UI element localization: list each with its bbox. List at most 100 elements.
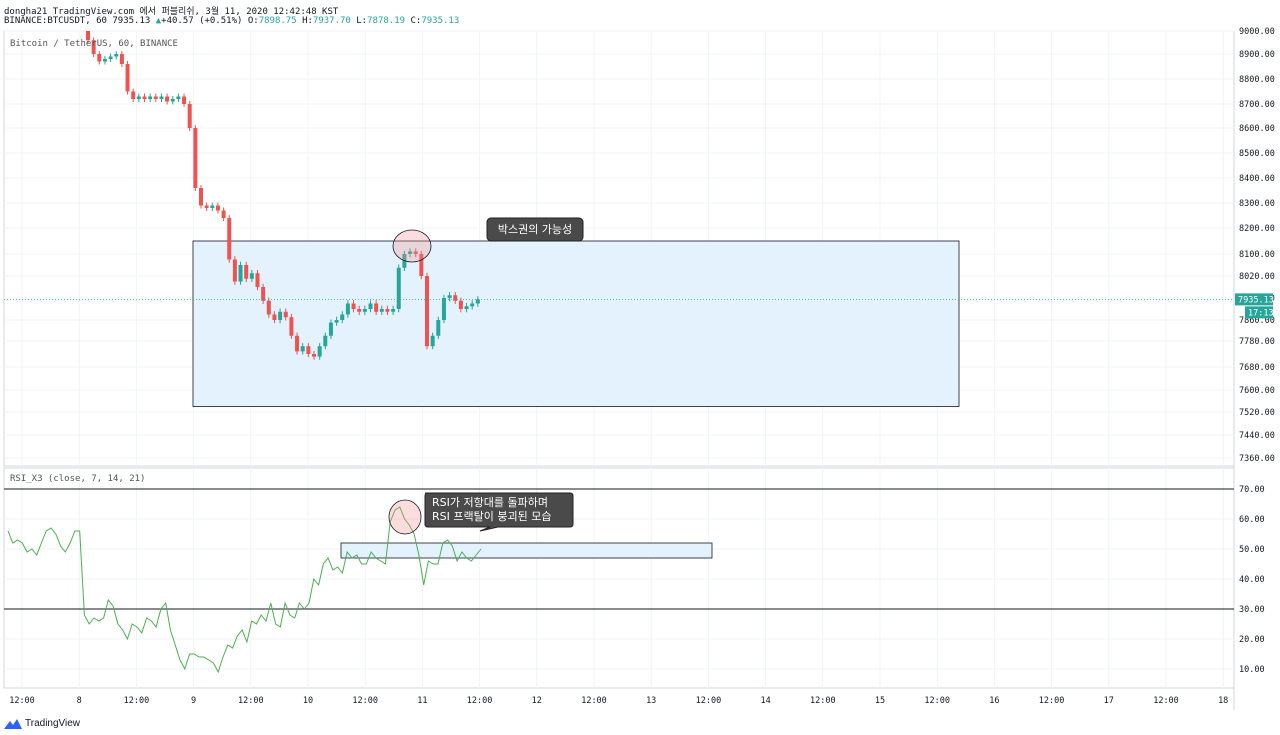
candle-body: [323, 335, 328, 347]
rsi-box-annotation[interactable]: [340, 542, 713, 559]
high-value: 7937.70: [312, 16, 351, 26]
tradingview-logo[interactable]: TradingView: [4, 718, 80, 729]
candle-body: [108, 56, 113, 59]
time-tick-label: 12:00: [924, 696, 950, 706]
time-tick-label: 12:00: [352, 696, 378, 706]
time-tick-label: 12:00: [1039, 696, 1065, 706]
candle-body: [334, 320, 339, 323]
candle-body: [148, 96, 153, 99]
time-tick-label: 14: [760, 696, 770, 706]
candle-body: [385, 309, 390, 312]
candle-body: [357, 309, 362, 312]
candle-body: [351, 303, 356, 309]
candle-body: [441, 298, 446, 320]
candle-body: [464, 306, 469, 309]
price-tick-label: 8600.00: [1239, 124, 1275, 134]
candle-body: [419, 254, 424, 276]
symbol-name: BINANCE:BTCUSDT, 60: [4, 16, 107, 26]
candle-body: [215, 205, 220, 211]
rsi-bands: [4, 488, 1234, 610]
candle-body: [165, 96, 170, 102]
candle-body: [306, 346, 311, 354]
price-tick-label: 7780.00: [1239, 337, 1275, 347]
price-tick-label: 7520.00: [1239, 408, 1275, 418]
time-tick-label: 12:00: [124, 696, 150, 706]
rsi-tick-label: 70.00: [1239, 485, 1265, 495]
last-price-marker: 7935.13 17:13: [4, 293, 1274, 319]
candle-body: [136, 96, 141, 99]
time-tick-label: 10: [303, 696, 313, 706]
price-tick-label: 7360.00: [1239, 454, 1275, 464]
range-box-annotation[interactable]: [192, 240, 960, 407]
time-tick-label: 12:00: [9, 696, 35, 706]
candle-body: [193, 128, 198, 188]
candle-body: [340, 314, 345, 320]
candle-body: [289, 317, 294, 336]
time-tick-label: 18: [1218, 696, 1228, 706]
candle-body: [244, 265, 249, 279]
tradingview-logo-text: TradingView: [25, 718, 81, 729]
candle-body: [368, 303, 373, 309]
callout-text-price: 박스권의 가능성: [498, 223, 572, 236]
time-axis[interactable]: 12:00 8 12:00 9 12:00 10 12:00 11 12:00 12 12:00 13…: [9, 696, 1228, 706]
candle-body: [458, 300, 463, 309]
candle-body: [227, 218, 232, 260]
candle-body: [436, 320, 441, 336]
time-tick-label: 16: [989, 696, 999, 706]
time-tick-label: 11: [417, 696, 427, 706]
candle-body: [300, 346, 305, 352]
candle-body: [470, 303, 475, 307]
candle-body: [91, 40, 96, 54]
candle-body: [413, 251, 418, 254]
candle-body: [379, 309, 384, 312]
rsi-axis[interactable]: 70.00 60.00 50.00 40.00 30.00 20.00 10.00: [1239, 485, 1265, 675]
candle-body: [102, 59, 107, 62]
time-tick-label: 12:00: [581, 696, 607, 706]
candle-body: [170, 99, 175, 102]
candle-body: [204, 205, 209, 208]
last-price: 7935.13: [112, 16, 151, 26]
time-tick-label: 12:00: [696, 696, 722, 706]
time-tick-label: 13: [646, 696, 656, 706]
symbol-ohlc-bar: BINANCE:BTCUSDT, 60 7935.13 ▲+40.57 (+0.…: [4, 16, 459, 26]
candle-body: [391, 309, 396, 312]
candle-body: [153, 96, 158, 99]
callout-box-price: [486, 217, 584, 242]
close-value: 7935.13: [421, 16, 460, 26]
time-tick-label: 12:00: [238, 696, 264, 706]
callout-text-rsi-2: RSI 프랙탈이 붕괴된 모습: [432, 510, 551, 523]
price-tick-label: 8200.00: [1239, 224, 1275, 234]
price-tick-label: 8300.00: [1239, 199, 1275, 209]
time-tick-label: 8: [77, 696, 82, 706]
low-label: L:: [356, 16, 368, 26]
rsi-pane-label: RSI_X3 (close, 7, 14, 21): [10, 474, 146, 484]
candle-body: [131, 91, 136, 99]
price-tick-label: 7860.00: [1239, 316, 1275, 326]
time-tick-label: 12:00: [467, 696, 493, 706]
price-axis[interactable]: 9000.00 8900.00 8800.00 8700.00 8600.00 8500.…: [1239, 27, 1275, 464]
candle-body: [114, 54, 119, 57]
time-tick-label: 12: [532, 696, 542, 706]
price-tick-label: 8100.00: [1239, 250, 1275, 260]
price-tick-label: 9000.00: [1239, 27, 1275, 37]
countdown-tag: [1245, 306, 1273, 319]
low-value: 7878.19: [367, 16, 406, 26]
candle-body: [238, 265, 243, 282]
candle-body: [119, 54, 124, 64]
candle-body: [142, 96, 147, 99]
time-tick-label: 9: [191, 696, 196, 706]
last-price-tag: [1235, 293, 1273, 306]
tradingview-logo-icon: [4, 718, 22, 729]
price-tick-label: 8020.00: [1239, 272, 1275, 282]
price-tick-label: 7600.00: [1239, 386, 1275, 396]
rsi-tick-label: 20.00: [1239, 635, 1265, 645]
candle-body: [255, 273, 260, 287]
time-tick-label: 12:00: [1153, 696, 1179, 706]
open-label: O:: [247, 16, 259, 26]
candle-body: [249, 273, 254, 279]
candle-body: [425, 276, 429, 347]
price-peak-highlight: [392, 229, 432, 263]
candle-body: [317, 346, 322, 357]
